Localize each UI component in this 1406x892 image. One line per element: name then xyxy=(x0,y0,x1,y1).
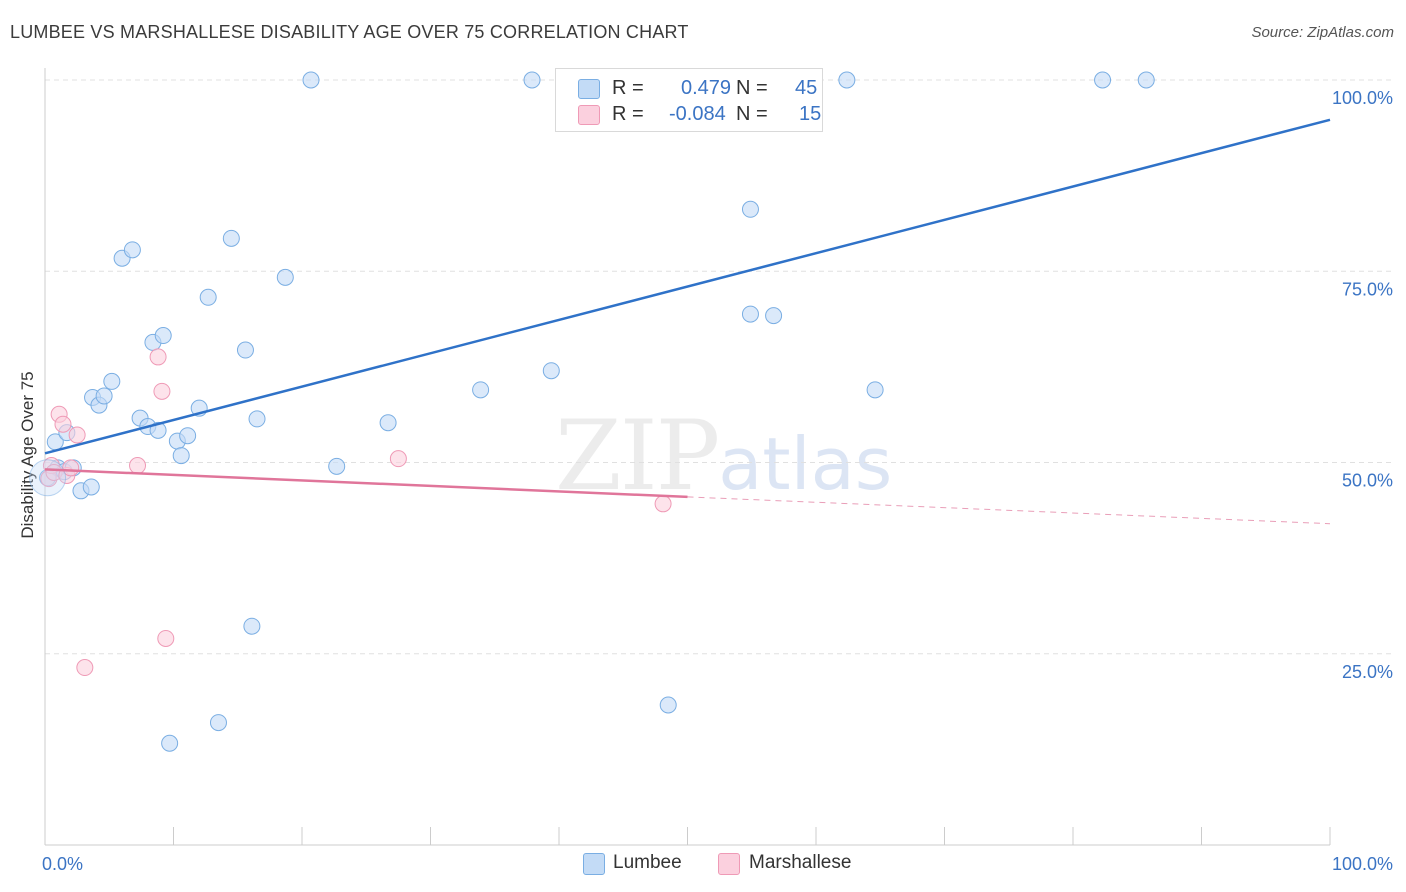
lumbee-point xyxy=(523,71,541,89)
marshallese-legend-label: Marshallese xyxy=(749,852,852,873)
lumbee-point xyxy=(472,381,490,399)
lumbee-point xyxy=(1137,71,1155,89)
y-tick-label: 50.0% xyxy=(1342,471,1393,491)
marshallese-trend-line xyxy=(44,468,688,499)
lumbee-point xyxy=(741,200,759,218)
lumbee-point xyxy=(243,617,261,635)
lumbee-point xyxy=(838,71,856,89)
marshallese-point xyxy=(654,495,672,513)
lumbee-n-value: 45 xyxy=(795,77,818,99)
lumbee-r-value: 0.479 xyxy=(681,77,732,99)
lumbee-point xyxy=(95,387,113,405)
lumbee-point xyxy=(103,372,121,390)
lumbee-trend-line xyxy=(44,118,1331,455)
lumbee-point xyxy=(276,268,294,286)
marshallese-n-value: 15 xyxy=(799,103,822,125)
marshallese-point xyxy=(76,659,94,677)
lumbee-point xyxy=(179,427,197,445)
lumbee-point xyxy=(302,71,320,89)
lumbee-point xyxy=(659,696,677,714)
marshallese-trend-extension xyxy=(687,496,1331,525)
lumbee-legend-label: Lumbee xyxy=(613,852,682,873)
lumbee-point xyxy=(866,381,884,399)
lumbee-point xyxy=(236,341,254,359)
lumbee-point xyxy=(1094,71,1112,89)
y-tick-label: 25.0% xyxy=(1342,662,1393,682)
lumbee-point xyxy=(199,288,217,306)
lumbee-point xyxy=(222,229,240,247)
chart-title: LUMBEE VS MARSHALLESE DISABILITY AGE OVE… xyxy=(10,22,689,42)
lumbee-point xyxy=(161,734,179,752)
source-label: Source: ZipAtlas.com xyxy=(1251,24,1394,41)
lumbee-point xyxy=(765,307,783,325)
n-label: N = xyxy=(736,103,768,125)
y-tick-label: 75.0% xyxy=(1342,279,1393,299)
lumbee-cluster-point xyxy=(29,459,67,497)
lumbee-point xyxy=(172,447,190,465)
lumbee-point xyxy=(209,714,227,732)
lumbee-point xyxy=(379,414,397,432)
x-tick-label-max: 100.0% xyxy=(1332,854,1393,874)
marshallese-point xyxy=(129,457,147,475)
correlation-legend: R = 0.479 N = 45 R = -0.084 N = 15 xyxy=(555,68,823,132)
r-label: R = xyxy=(612,103,644,125)
marshallese-swatch xyxy=(578,105,600,125)
marshallese-point xyxy=(149,348,167,366)
lumbee-legend-swatch xyxy=(583,853,605,875)
lumbee-point xyxy=(154,327,172,345)
lumbee-point xyxy=(741,305,759,323)
marshallese-point xyxy=(153,382,171,400)
lumbee-point xyxy=(149,421,167,439)
y-axis-label: Disability Age Over 75 xyxy=(18,371,37,538)
lumbee-point xyxy=(123,241,141,259)
marshallese-point xyxy=(157,629,175,647)
watermark-atlas: atlas xyxy=(718,422,893,506)
lumbee-point xyxy=(248,410,266,428)
x-tick-label-min: 0.0% xyxy=(42,854,83,874)
marshallese-point xyxy=(68,426,86,444)
marshallese-point xyxy=(54,415,72,433)
lumbee-point xyxy=(542,362,560,380)
lumbee-point xyxy=(328,457,346,475)
y-tick-label: 100.0% xyxy=(1332,88,1393,108)
marshallese-point xyxy=(389,450,407,468)
marshallese-legend-swatch xyxy=(718,853,740,875)
marshallese-r-value: -0.084 xyxy=(669,103,726,125)
lumbee-point xyxy=(82,478,100,496)
lumbee-swatch xyxy=(578,79,600,99)
n-label: N = xyxy=(736,77,768,99)
r-label: R = xyxy=(612,77,644,99)
